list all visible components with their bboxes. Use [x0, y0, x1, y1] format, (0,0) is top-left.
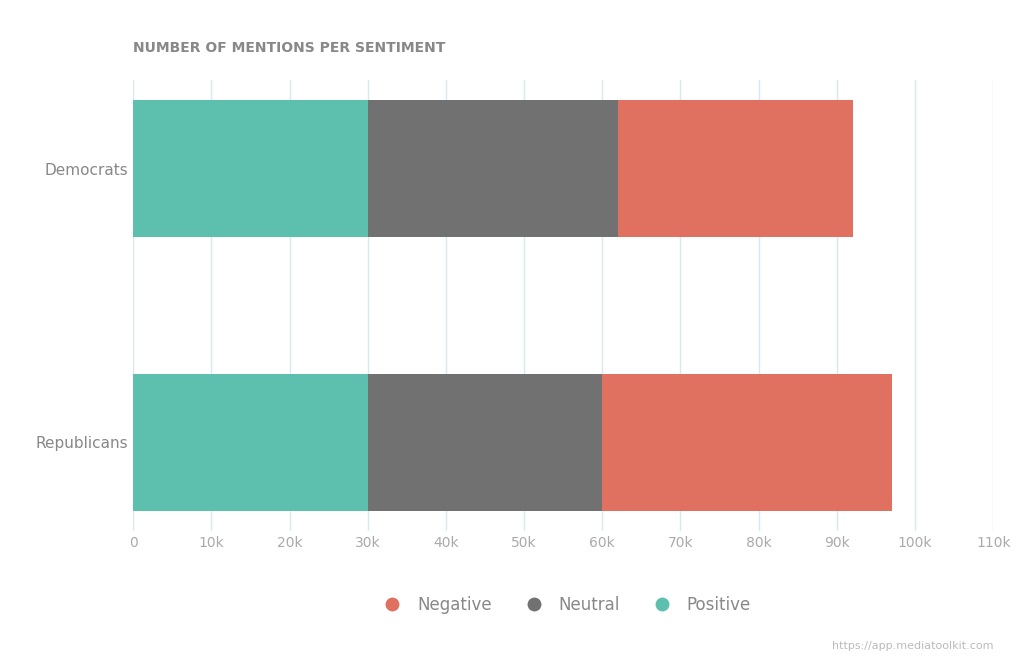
Bar: [617, 100, 853, 237]
Bar: [133, 374, 368, 511]
Text: NUMBER OF MENTIONS PER SENTIMENT: NUMBER OF MENTIONS PER SENTIMENT: [133, 41, 445, 55]
Bar: [602, 374, 892, 511]
Legend: Negative, Neutral, Positive: Negative, Neutral, Positive: [368, 588, 759, 622]
Bar: [133, 100, 368, 237]
Bar: [368, 100, 617, 237]
Text: https://app.mediatoolkit.com: https://app.mediatoolkit.com: [831, 641, 993, 651]
Bar: [368, 374, 602, 511]
